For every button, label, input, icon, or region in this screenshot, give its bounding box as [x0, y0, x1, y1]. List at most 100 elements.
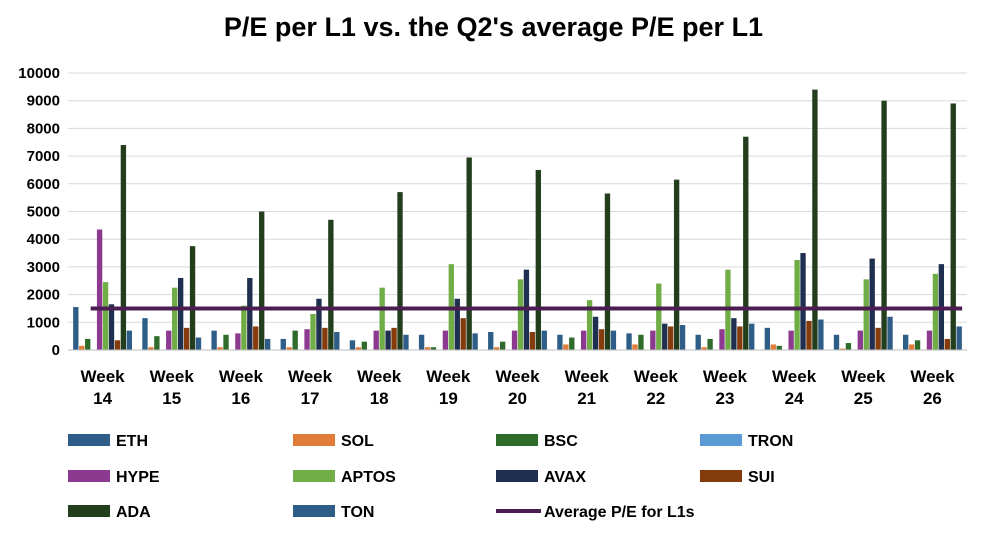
legend-label: SUI [748, 469, 775, 486]
bar [349, 340, 356, 350]
legend-item-average-p-e-for-l1s: Average P/E for L1s [496, 504, 695, 521]
bar [391, 327, 397, 350]
bar [863, 279, 869, 350]
bar [172, 287, 178, 350]
bar [592, 316, 599, 350]
bar [241, 305, 247, 350]
y-tick-label: 7000 [27, 148, 60, 165]
bar [460, 318, 466, 350]
x-tick-label: 26 [923, 389, 942, 408]
legend-label: Average P/E for L1s [544, 504, 695, 521]
bar [488, 331, 494, 350]
bar [563, 344, 569, 350]
bar [286, 347, 292, 350]
bar [604, 193, 611, 350]
y-tick-label: 5000 [27, 204, 60, 221]
y-tick-label: 9000 [27, 93, 60, 110]
x-tick-label: Week [426, 367, 471, 386]
bar [418, 334, 425, 350]
bar [950, 103, 956, 350]
x-tick-label: Week [703, 367, 748, 386]
bar [818, 319, 824, 350]
x-tick-label: Week [910, 367, 955, 386]
bar [235, 333, 241, 350]
bar [217, 347, 223, 350]
bar [800, 253, 806, 350]
bar [956, 326, 962, 350]
bar [719, 329, 725, 350]
legend-swatch [68, 470, 110, 482]
x-tick-label: Week [288, 367, 333, 386]
y-tick-label: 6000 [27, 176, 60, 193]
bar [839, 348, 846, 350]
legend-label: HYPE [116, 469, 160, 486]
series-sol [79, 344, 915, 350]
bar [85, 338, 91, 350]
y-tick-label: 3000 [27, 259, 60, 276]
x-tick-label: Week [81, 367, 126, 386]
x-tick-label: Week [150, 367, 195, 386]
bar [806, 320, 812, 350]
bar [875, 327, 881, 350]
bar [902, 334, 909, 350]
bar [662, 323, 668, 350]
bar [632, 344, 638, 350]
bar [397, 192, 403, 350]
legend-swatch [700, 470, 742, 482]
bar [102, 282, 109, 350]
legend-label: AVAX [544, 469, 586, 486]
bar [610, 330, 617, 350]
bar [472, 333, 478, 350]
legend-item-ton: TON [293, 504, 374, 521]
bar [322, 327, 328, 350]
legend: ETH SOL BSC TRON HYPE APTOS AVAX SUI ADA TON Avera… [68, 433, 793, 521]
legend-item-sol: SOL [293, 433, 374, 450]
legend-item-ada: ADA [68, 504, 151, 521]
bar [869, 258, 875, 350]
y-tick-label: 2000 [27, 287, 60, 304]
bar [511, 330, 518, 350]
x-tick-label: 15 [162, 389, 181, 408]
bar [328, 219, 334, 350]
gridlines [68, 72, 967, 323]
legend-swatch [496, 470, 538, 482]
legend-swatch [68, 434, 110, 446]
bar [695, 334, 701, 350]
bar [334, 331, 340, 350]
series-hype [96, 229, 933, 350]
bar [424, 347, 431, 350]
bar [114, 340, 121, 350]
bar [264, 338, 271, 350]
x-tick-label: 19 [439, 389, 458, 408]
x-tick-label: 20 [508, 389, 527, 408]
series-ton [126, 316, 962, 350]
legend-item-bsc: BSC [496, 433, 578, 450]
bar [454, 298, 460, 350]
legend-item-aptos: APTOS [293, 469, 396, 486]
x-tick-label: 25 [854, 389, 873, 408]
legend-item-avax: AVAX [496, 469, 586, 486]
bar [586, 300, 593, 350]
x-tick-label: 14 [93, 389, 112, 408]
bar [223, 334, 229, 350]
legend-swatch [293, 505, 335, 517]
series-sui [114, 318, 950, 350]
x-axis-labels: Week 14 Week 15 Week 16 Week 17 Week 18 Week 19 Week… [81, 367, 955, 408]
bar [292, 330, 298, 350]
x-tick-label: 18 [370, 389, 389, 408]
bar [770, 344, 776, 350]
bar [908, 344, 915, 350]
legend-item-tron: TRON [700, 433, 793, 450]
bar [96, 229, 103, 350]
y-tick-label: 4000 [27, 231, 60, 248]
bar [403, 334, 409, 350]
legend-label: ADA [116, 504, 151, 521]
bar [280, 338, 286, 350]
legend-label: BSC [544, 433, 578, 450]
bar [812, 89, 818, 351]
bar [701, 347, 707, 350]
bar [120, 145, 127, 350]
y-tick-label: 0 [52, 342, 60, 359]
bar [887, 316, 893, 350]
